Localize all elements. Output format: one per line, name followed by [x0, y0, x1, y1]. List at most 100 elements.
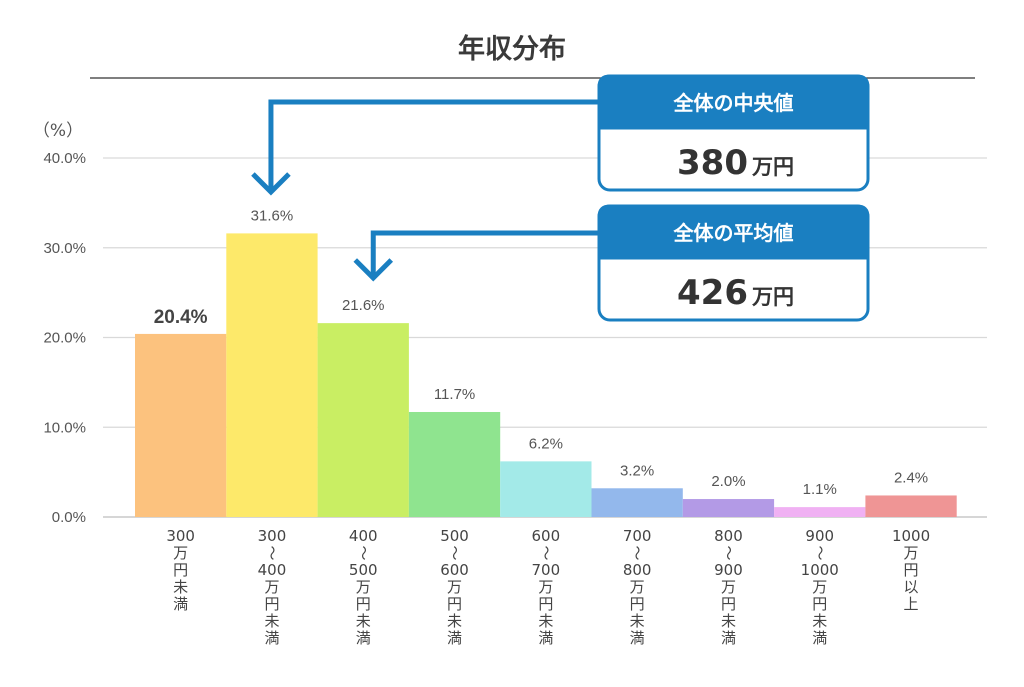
- category-label-line: 万: [538, 578, 553, 596]
- category-label-line: 1000: [801, 561, 839, 579]
- category-label-line: 円: [904, 561, 919, 579]
- category-label-line: 〜: [719, 545, 737, 560]
- annotation-connector: [268, 99, 599, 189]
- data-label: 31.6%: [251, 207, 294, 224]
- category-label-line: 以: [904, 578, 919, 596]
- category-label-line: 万: [721, 578, 736, 596]
- category-label-line: 400: [349, 527, 378, 545]
- category-label-line: 〜: [354, 545, 372, 560]
- y-tick-label: 40.0%: [43, 150, 86, 167]
- bar: [317, 323, 409, 517]
- category-label-line: 300: [166, 527, 195, 545]
- category-label-line: 万: [812, 578, 827, 596]
- category-label-line: 上: [904, 595, 919, 613]
- y-tick-label: 10.0%: [43, 419, 86, 436]
- category-label-line: 万: [447, 578, 462, 596]
- data-label: 2.0%: [711, 473, 745, 490]
- annotation-callout: 全体の平均値 426 万円: [353, 204, 870, 322]
- annotation-value: 426: [677, 273, 748, 313]
- annotation-label: 全体の平均値: [673, 221, 794, 245]
- bar: [408, 411, 501, 517]
- bar: [135, 333, 227, 517]
- bar: [774, 507, 866, 517]
- bar: [682, 499, 775, 517]
- bar: [591, 488, 683, 517]
- category-label-line: 円: [264, 595, 279, 613]
- category-label-line: 800: [714, 527, 743, 545]
- category-label-line: 満: [630, 629, 645, 647]
- category-label-line: 満: [812, 629, 827, 647]
- y-tick-label: 0.0%: [52, 509, 86, 526]
- category-label-line: 未: [173, 578, 188, 596]
- category-label-line: 未: [812, 612, 827, 630]
- category-label-line: 未: [264, 612, 279, 630]
- category-label-line: 700: [532, 561, 561, 579]
- category-label-line: 万: [630, 578, 645, 596]
- category-label-line: 円: [721, 595, 736, 613]
- category-label-line: 円: [630, 595, 645, 613]
- category-label-line: 800: [623, 561, 652, 579]
- category-label-line: 万: [173, 544, 188, 562]
- category-label-line: 〜: [263, 545, 281, 560]
- category-label-line: 1000: [892, 527, 930, 545]
- y-tick-label: 30.0%: [43, 240, 86, 257]
- category-label-line: 600: [532, 527, 561, 545]
- category-label-line: 未: [356, 612, 371, 630]
- category-label-line: 500: [349, 561, 378, 579]
- category-label-line: 満: [538, 629, 553, 647]
- category-label-line: 円: [356, 595, 371, 613]
- category-label-line: 満: [264, 629, 279, 647]
- data-label: 2.4%: [894, 469, 928, 486]
- annotation-value-line: 426 万円: [677, 273, 794, 313]
- category-label-line: 未: [721, 612, 736, 630]
- down-arrow-icon: [251, 172, 291, 196]
- category-label-line: 満: [721, 629, 736, 647]
- category-label-line: 万: [264, 578, 279, 596]
- category-label-line: 満: [173, 595, 188, 613]
- bar: [865, 495, 957, 517]
- y-axis-ticks: 0.0% 10.0% 20.0% 30.0% 40.0%: [43, 150, 86, 526]
- category-label-line: 700: [623, 527, 652, 545]
- annotation-connector: [370, 230, 599, 275]
- data-label: 11.7%: [434, 386, 475, 403]
- annotation-header: [597, 74, 870, 130]
- category-label-line: 900: [805, 527, 834, 545]
- y-axis-unit-label: （%）: [33, 121, 83, 141]
- category-label-line: 円: [447, 595, 462, 613]
- category-label-line: 600: [440, 561, 469, 579]
- data-labels: 20.4% 31.6% 21.6% 11.7% 6.2% 3.2% 2.0% 1.1% 2.4%: [154, 207, 928, 498]
- category-label-line: 〜: [811, 545, 829, 560]
- data-label: 20.4%: [154, 307, 208, 328]
- data-label: 6.2%: [529, 435, 563, 452]
- category-label-line: 円: [173, 561, 188, 579]
- category-label-line: 500: [440, 527, 469, 545]
- data-label: 21.6%: [342, 297, 385, 314]
- category-label-line: 万: [904, 544, 919, 562]
- category-label-line: 未: [630, 612, 645, 630]
- category-label-line: 〜: [446, 545, 464, 560]
- category-label-line: 900: [714, 561, 743, 579]
- annotation-unit: 万円: [751, 155, 794, 179]
- category-labels: 300万円未満300〜400万円未満400〜500万円未満500〜600万円未満…: [166, 527, 930, 647]
- bar: [500, 461, 592, 517]
- category-label-line: 円: [812, 595, 827, 613]
- bars: [135, 233, 957, 517]
- category-label-line: 300: [258, 527, 287, 545]
- category-label-line: 400: [258, 561, 287, 579]
- down-arrow-icon: [353, 258, 394, 282]
- category-label-line: 〜: [628, 545, 646, 560]
- data-label: 3.2%: [620, 462, 654, 479]
- annotation-header: [597, 204, 870, 260]
- category-label-line: 円: [538, 595, 553, 613]
